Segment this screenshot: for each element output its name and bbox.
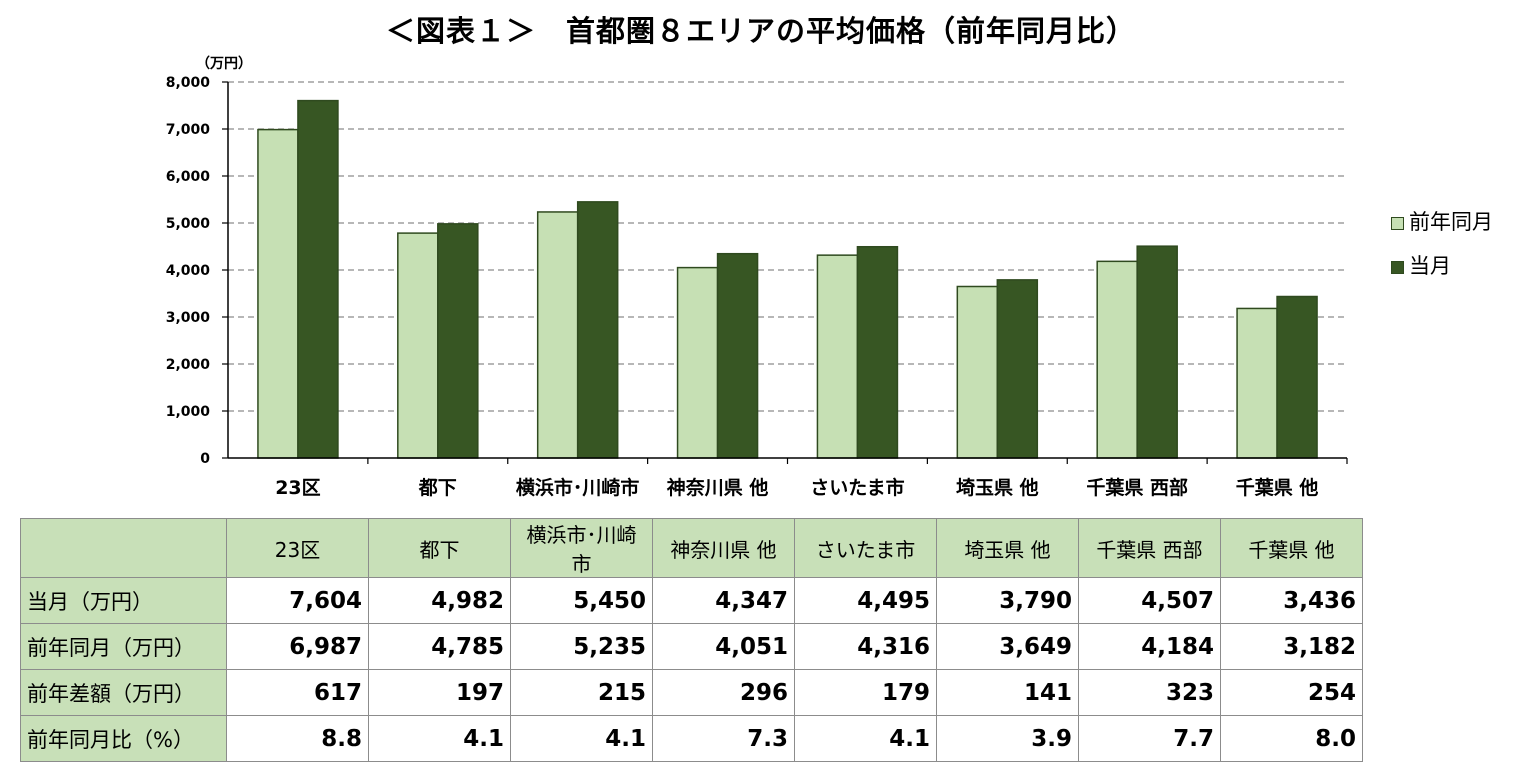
bar-prev-year [816,254,859,459]
bars [257,99,1318,459]
table-cell: 5,235 [510,623,653,670]
table-cell: 4.1 [510,715,653,762]
bar-prev-year [956,285,999,459]
table-corner-cell [20,518,227,578]
table-cell: 7.3 [652,715,795,762]
table-cell: 4,184 [1078,623,1221,670]
table-cell: 5,450 [510,577,653,624]
table-cell: 4,507 [1078,577,1221,624]
table-cell: 4.1 [368,715,511,762]
y-tick-label: 8,000 [166,75,211,91]
y-tick-label: 3,000 [166,310,211,326]
bar-prev-year [536,211,579,459]
data-table: 23区 都下 横浜市･川崎市 神奈川県 他さいたま市 埼玉県 他千葉県 西部 千葉県 他当… [20,518,1363,762]
legend-swatch-prev [1391,216,1404,230]
table-cell: 3,790 [936,577,1079,624]
table-cell: 4,347 [652,577,795,624]
y-tick-label: 6,000 [166,169,211,185]
table-row-label: 前年同月比（%） [20,715,227,762]
table-cell: 4,051 [652,623,795,670]
legend-label-prev: 前年同月 [1409,210,1493,234]
x-tick-label: さいたま市 [810,476,904,499]
table-cell: 7.7 [1078,715,1221,762]
table-header-cell: 埼玉県 他 [936,518,1079,578]
y-tick-label: 1,000 [166,404,211,420]
table-cell: 8.0 [1220,715,1363,762]
legend-item-curr: 当月 [1391,250,1451,280]
table-cell: 4,316 [794,623,937,670]
table-row: 前年同月比（%） 8.8 4.1 4.1 7.3 4.1 3.9 7.7 8.0 [20,715,1363,762]
table-row-label: 前年同月（万円） [20,623,227,670]
table-cell: 254 [1220,669,1363,716]
bar-current [996,279,1039,459]
table-cell: 3,182 [1220,623,1363,670]
x-tick-label: 千葉県 西部 [1086,476,1188,499]
x-tick-label: 千葉県 他 [1236,476,1319,499]
table-row: 前年差額（万円） 617 197 215 296 179 141 323 254 [20,669,1363,716]
table-cell: 197 [368,669,511,716]
x-tick-label: 23区 [275,477,320,499]
bar-chart: （万円） 0 1,000 2,000 3,000 4,000 5,000 6,000 7,00… [166,56,1348,499]
table-cell: 7,604 [226,577,369,624]
table-cell: 3,649 [936,623,1079,670]
y-tick-label: 4,000 [166,263,211,279]
legend-item-prev: 前年同月 [1391,206,1493,236]
table-cell: 215 [510,669,653,716]
table-cell: 3.9 [936,715,1079,762]
bar-current [1136,245,1178,459]
table-row-label: 当月（万円） [20,577,227,624]
table-cell: 6,987 [226,623,369,670]
table-header-row: 23区 都下 横浜市･川崎市 神奈川県 他さいたま市 埼玉県 他千葉県 西部 千葉県 他 [20,518,1363,578]
table-header-cell: 横浜市･川崎市 [510,518,653,578]
chart-title: ＜図表１＞ 首都圏８エリアの平均価格（前年同月比） [385,14,1136,48]
table-cell: 4,495 [794,577,937,624]
bar-current [716,252,759,459]
legend-swatch-curr [1391,260,1404,274]
x-tick-label: 埼玉県 他 [956,476,1039,499]
table-header-cell: 神奈川県 他 [652,518,795,578]
y-tick-label: 5,000 [166,216,211,232]
bar-prev-year [1236,307,1278,459]
table-cell: 296 [652,669,795,716]
y-tick-label: 7,000 [166,122,211,138]
table-row: 当月（万円） 7,604 4,982 5,450 4,347 4,495 3,790 4,50… [20,577,1363,624]
table-row-label: 前年差額（万円） [20,669,227,716]
table-header-cell: 千葉県 他 [1220,518,1363,578]
y-tick-label: 0 [200,451,210,467]
bar-prev-year [1096,260,1138,459]
table-row: 前年同月（万円） 6,987 4,785 5,235 4,051 4,316 3,649 4,… [20,623,1363,670]
y-unit-label: （万円） [196,56,252,72]
table-cell: 8.8 [226,715,369,762]
table-cell: 141 [936,669,1079,716]
bar-prev-year [257,128,299,459]
x-tick-label: 横浜市･川崎市 [516,476,640,499]
bar-current [297,99,339,459]
bar-current [437,223,479,459]
gridlines [228,81,1347,412]
x-tick-label: 都下 [418,477,457,499]
table-cell: 3,436 [1220,577,1363,624]
bar-current [1276,295,1318,459]
bar-current [856,245,899,459]
y-tick-labels: 0 1,000 2,000 3,000 4,000 5,000 6,000 7,000 8,00… [166,75,228,467]
bar-prev-year [676,266,719,459]
bar-current [576,201,619,459]
x-tick-label: 神奈川県 他 [667,476,769,499]
table-header-cell: 都下 [368,518,511,578]
table-cell: 617 [226,669,369,716]
x-tick-labels: 23区 都下 横浜市･川崎市 神奈川県 他 さいたま市 埼玉県 他 千葉県 西部 千葉県 他 [275,458,1348,499]
y-tick-label: 2,000 [166,357,211,373]
table-header-cell: さいたま市 [794,518,937,578]
bar-prev-year [397,232,439,459]
table-cell: 4,785 [368,623,511,670]
legend-label-curr: 当月 [1409,254,1451,278]
table-cell: 4,982 [368,577,511,624]
table-cell: 323 [1078,669,1221,716]
table-header-cell: 千葉県 西部 [1078,518,1221,578]
table-header-cell: 23区 [226,518,369,578]
table-cell: 4.1 [794,715,937,762]
table-cell: 179 [794,669,937,716]
